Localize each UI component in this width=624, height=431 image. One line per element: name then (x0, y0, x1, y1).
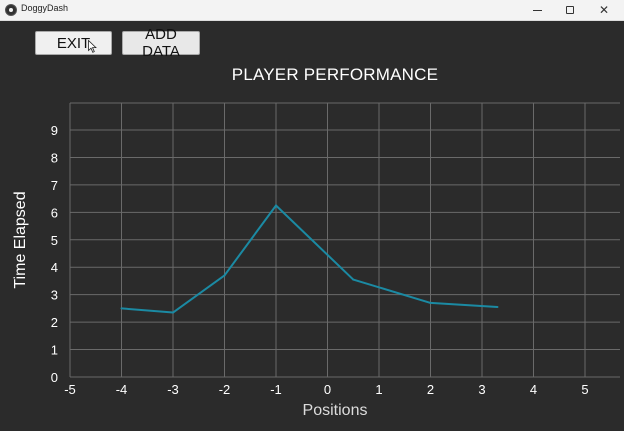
data-point (223, 274, 226, 277)
y-tick-label: 6 (51, 205, 58, 220)
y-tick-label: 2 (51, 315, 58, 330)
x-tick-label: 4 (530, 382, 537, 397)
close-icon: ✕ (598, 3, 610, 17)
data-point (496, 306, 499, 309)
maximize-button[interactable] (553, 0, 587, 20)
chart-title: PLAYER PERFORMANCE (231, 65, 439, 84)
y-tick-label: 9 (51, 123, 58, 138)
x-tick-label: -5 (64, 382, 76, 397)
minimize-button[interactable] (520, 0, 554, 20)
data-point (275, 204, 277, 207)
x-tick-label: -3 (167, 382, 179, 397)
data-point (352, 278, 355, 281)
x-tick-label: 0 (324, 382, 331, 397)
y-tick-label: 1 (51, 343, 58, 358)
x-tick-label: -4 (116, 382, 128, 397)
mouse-cursor-icon (88, 40, 97, 53)
y-tick-label: 7 (51, 178, 58, 193)
y-axis-label: Time Elapsed (12, 191, 29, 289)
x-tick-label: 3 (478, 382, 485, 397)
x-tick-label: 5 (581, 382, 588, 397)
y-tick-label: 3 (51, 288, 58, 303)
data-point (120, 307, 123, 310)
close-button[interactable]: ✕ (587, 0, 621, 20)
exit-button[interactable]: EXIT (35, 31, 112, 55)
title-bar[interactable]: DoggyDash ✕ (0, 0, 624, 21)
maximize-icon (566, 6, 574, 14)
y-tick-label: 0 (51, 370, 58, 385)
series-line (121, 204, 498, 314)
minimize-icon (532, 9, 542, 11)
y-tick-label: 4 (51, 260, 58, 275)
window-title: DoggyDash (21, 3, 69, 13)
x-tick-label: 2 (427, 382, 434, 397)
x-tick-label: 1 (375, 382, 382, 397)
x-tick-label: -1 (270, 382, 282, 397)
data-point (172, 311, 174, 314)
x-tick-label: -2 (219, 382, 231, 397)
y-tick-label: 5 (51, 233, 58, 248)
y-tick-label: 8 (51, 150, 58, 165)
dog-app-icon (5, 4, 17, 16)
x-axis-label: Positions (302, 402, 368, 419)
data-point (429, 301, 432, 304)
